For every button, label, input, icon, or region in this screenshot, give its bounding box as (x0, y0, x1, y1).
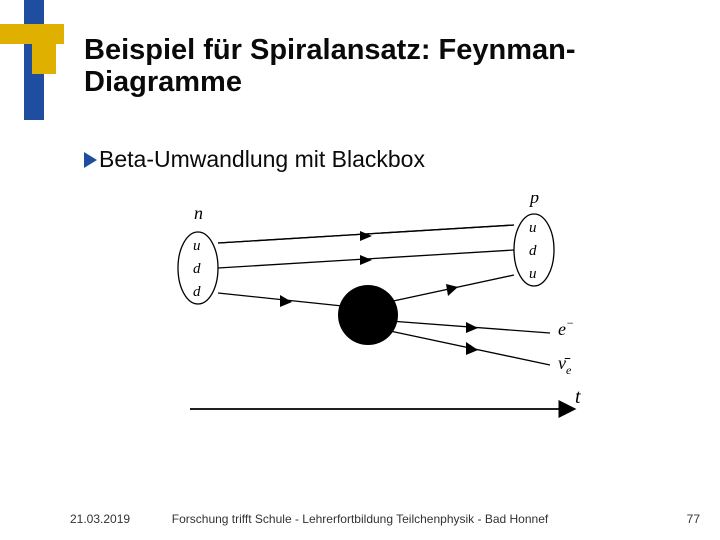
right-quark-1: d (529, 243, 537, 259)
bullet-row: Beta-Umwandlung mit Blackbox (84, 146, 425, 173)
label-antineutrino: ν̄e (558, 353, 572, 377)
time-axis-label: t (575, 386, 581, 408)
bullet-text: Beta-Umwandlung mit Blackbox (99, 146, 425, 173)
corner-logo (0, 0, 80, 130)
right-lines (384, 275, 550, 365)
label-p: p (528, 195, 539, 207)
feynman-svg: n p u d d u d u (150, 195, 590, 445)
left-quark-2: d (193, 284, 201, 300)
label-n: n (194, 203, 203, 223)
footer-center: Forschung trifft Schule - Lehrerfortbild… (0, 512, 720, 526)
blackbox (338, 285, 398, 345)
footer: 21.03.2019 Forschung trifft Schule - Leh… (0, 506, 720, 526)
footer-page: 77 (687, 512, 700, 526)
left-quark-0: u (193, 238, 201, 254)
logo-yellow-v (32, 40, 56, 74)
right-quark-0: u (529, 220, 537, 236)
page-title: Beispiel für Spiralansatz: Feynman- Diag… (84, 34, 680, 99)
bullet-marker-icon (84, 152, 97, 168)
left-quark-1: d (193, 261, 201, 277)
label-electron: e− (558, 316, 574, 339)
title-line1: Beispiel für Spiralansatz: Feynman- (84, 34, 576, 66)
feynman-diagram: n p u d d u d u (150, 195, 590, 445)
right-quark-2: u (529, 266, 537, 282)
title-line2: Diagramme (84, 66, 242, 98)
